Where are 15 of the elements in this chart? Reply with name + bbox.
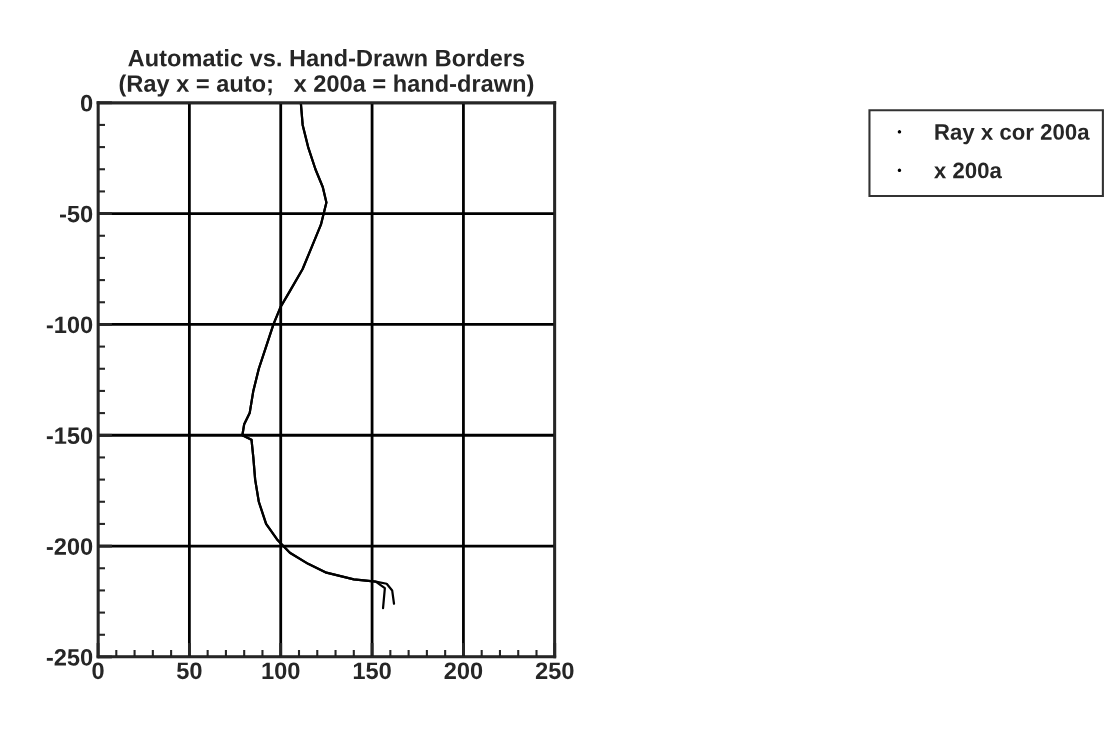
x-tick-label: 200 <box>444 662 483 680</box>
x-tick-label: 0 <box>92 662 104 680</box>
x-tick-label: 150 <box>353 662 391 680</box>
x-tick-label: 50 <box>176 662 202 680</box>
chart-title: Automatic vs. Hand-Drawn Borders (Ray x = auto; x 200a = hand-drawn) <box>119 49 534 97</box>
y-tick-label: -200 <box>46 538 93 555</box>
y-tick-label: -100 <box>46 316 93 334</box>
x-tick-label: 250 <box>535 662 574 680</box>
y-tick-label: -250 <box>46 649 93 666</box>
legend-label: Ray x cor 200a <box>935 124 1090 145</box>
y-tick-label: 0 <box>80 94 93 112</box>
y-tick-label: -150 <box>46 427 93 445</box>
legend-label: x 200a <box>934 162 1003 179</box>
x-tick-label: 100 <box>262 662 300 680</box>
y-tick-label: -50 <box>59 205 93 223</box>
